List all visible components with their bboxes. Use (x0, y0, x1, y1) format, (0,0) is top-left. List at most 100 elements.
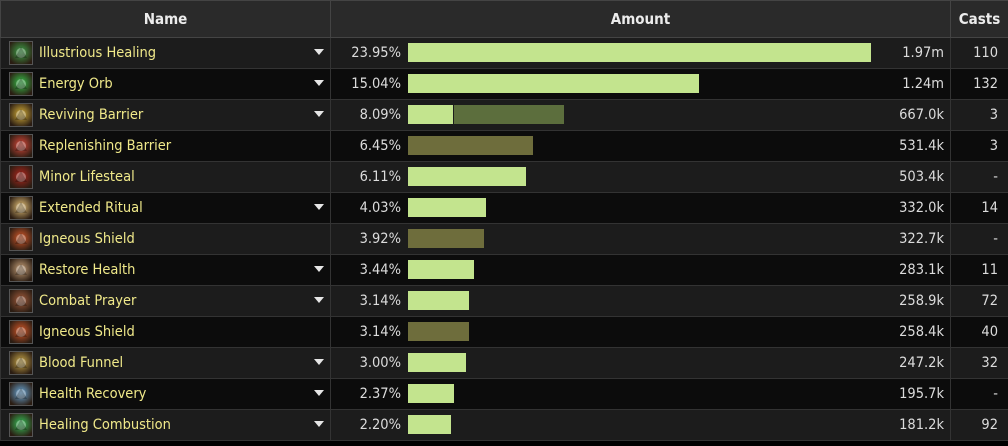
amount-bar-track (408, 260, 878, 279)
table-row[interactable]: Energy Orb 15.04% 1.24m 132 (0, 68, 1008, 100)
ability-name: Healing Combustion (39, 417, 171, 433)
table-row[interactable]: Igneous Shield 3.14% 258.4k 40 (0, 316, 1008, 348)
table-row[interactable]: Illustrious Healing 23.95% 1.97m 110 (0, 37, 1008, 69)
expand-caret-icon[interactable] (314, 111, 324, 117)
percent-value: 3.92% (359, 231, 401, 247)
percent-value: 6.11% (359, 169, 401, 185)
table-row[interactable]: Health Recovery 2.37% 195.7k - (0, 378, 1008, 410)
ability-name: Reviving Barrier (39, 107, 144, 123)
amount-cell: 2.37% 195.7k (330, 378, 951, 410)
casts-column-header[interactable]: Casts (950, 0, 1008, 38)
amount-value: 258.9k (899, 293, 944, 309)
table-row[interactable]: Extended Ritual 4.03% 332.0k 14 (0, 192, 1008, 224)
lifesteal-icon (9, 165, 33, 189)
table-row[interactable]: Combat Prayer 3.14% 258.9k 72 (0, 285, 1008, 317)
ability-name: Blood Funnel (39, 355, 124, 371)
expand-caret-icon[interactable] (314, 421, 324, 427)
amount-value: 258.4k (899, 324, 944, 340)
igneous-shield-icon (9, 320, 33, 344)
amount-bar-secondary (454, 105, 564, 124)
table-row[interactable]: Restore Health 3.44% 283.1k 11 (0, 254, 1008, 286)
percent-value: 3.14% (359, 324, 401, 340)
amount-value: 1.97m (902, 45, 944, 61)
amount-bar-track (408, 353, 878, 372)
reviving-barrier-icon (9, 103, 33, 127)
ability-name-cell[interactable]: Health Recovery (0, 378, 331, 410)
ability-name: Igneous Shield (39, 324, 135, 340)
ability-name-cell[interactable]: Replenishing Barrier (0, 130, 331, 162)
amount-cell: 3.14% 258.4k (330, 316, 951, 348)
ability-name: Extended Ritual (39, 200, 143, 216)
casts-value: 92 (950, 409, 1008, 441)
table-row[interactable]: Minor Lifesteal 6.11% 503.4k - (0, 161, 1008, 193)
amount-cell: 3.92% 322.7k (330, 223, 951, 255)
percent-value: 2.37% (359, 386, 401, 402)
amount-value: 667.0k (899, 107, 944, 123)
amount-value: 283.1k (899, 262, 944, 278)
expand-caret-icon[interactable] (314, 297, 324, 303)
potion-bottle-icon (9, 258, 33, 282)
ability-name-cell[interactable]: Blood Funnel (0, 347, 331, 379)
table-row[interactable]: Igneous Shield 3.92% 322.7k - (0, 223, 1008, 255)
amount-value: 332.0k (899, 200, 944, 216)
table-row[interactable]: Blood Funnel 3.00% 247.2k 32 (0, 347, 1008, 379)
expand-caret-icon[interactable] (314, 80, 324, 86)
ability-name-cell[interactable]: Reviving Barrier (0, 99, 331, 131)
table-body: Illustrious Healing 23.95% 1.97m 110 Energy … (0, 37, 1008, 441)
percent-value: 23.95% (351, 45, 401, 61)
casts-value: 40 (950, 316, 1008, 348)
ability-name: Combat Prayer (39, 293, 137, 309)
amount-bar-track (408, 136, 878, 155)
expand-caret-icon[interactable] (314, 49, 324, 55)
healing-combustion-icon (9, 413, 33, 437)
name-column-header[interactable]: Name (0, 0, 331, 38)
amount-cell: 15.04% 1.24m (330, 68, 951, 100)
ability-name-cell[interactable]: Combat Prayer (0, 285, 331, 317)
percent-value: 15.04% (351, 76, 401, 92)
ability-name-cell[interactable]: Igneous Shield (0, 316, 331, 348)
casts-value: - (950, 161, 1008, 193)
table-row[interactable]: Reviving Barrier 8.09% 667.0k 3 (0, 99, 1008, 131)
percent-value: 6.45% (359, 138, 401, 154)
ability-name-cell[interactable]: Illustrious Healing (0, 37, 331, 69)
combat-prayer-icon (9, 289, 33, 313)
expand-caret-icon[interactable] (314, 390, 324, 396)
ability-name: Replenishing Barrier (39, 138, 172, 154)
amount-bar-track (408, 105, 878, 124)
health-flask-icon (9, 382, 33, 406)
table-row[interactable]: Replenishing Barrier 6.45% 531.4k 3 (0, 130, 1008, 162)
table-row[interactable]: Healing Combustion 2.20% 181.2k 92 (0, 409, 1008, 441)
amount-value: 247.2k (899, 355, 944, 371)
ability-name-cell[interactable]: Extended Ritual (0, 192, 331, 224)
energy-orb-icon (9, 72, 33, 96)
amount-cell: 6.45% 531.4k (330, 130, 951, 162)
expand-caret-icon[interactable] (314, 266, 324, 272)
amount-bar (408, 384, 454, 403)
amount-value: 503.4k (899, 169, 944, 185)
ability-name: Restore Health (39, 262, 136, 278)
ability-name-cell[interactable]: Minor Lifesteal (0, 161, 331, 193)
casts-value: 110 (950, 37, 1008, 69)
casts-value: - (950, 223, 1008, 255)
blood-funnel-icon (9, 351, 33, 375)
ability-name-cell[interactable]: Healing Combustion (0, 409, 331, 441)
replenishing-barrier-icon (9, 134, 33, 158)
amount-bar (408, 291, 469, 310)
amount-bar (408, 260, 474, 279)
amount-bar-track (408, 167, 878, 186)
amount-bar-track (408, 291, 878, 310)
percent-value: 4.03% (359, 200, 401, 216)
amount-bar (408, 229, 484, 248)
expand-caret-icon[interactable] (314, 204, 324, 210)
healing-hand-icon (9, 41, 33, 65)
expand-caret-icon[interactable] (314, 359, 324, 365)
ability-name-cell[interactable]: Igneous Shield (0, 223, 331, 255)
ability-name-cell[interactable]: Energy Orb (0, 68, 331, 100)
ability-name-cell[interactable]: Restore Health (0, 254, 331, 286)
amount-value: 1.24m (902, 76, 944, 92)
amount-value: 531.4k (899, 138, 944, 154)
percent-value: 3.00% (359, 355, 401, 371)
percent-value: 8.09% (359, 107, 401, 123)
amount-column-header[interactable]: Amount (330, 0, 951, 38)
ability-name: Igneous Shield (39, 231, 135, 247)
